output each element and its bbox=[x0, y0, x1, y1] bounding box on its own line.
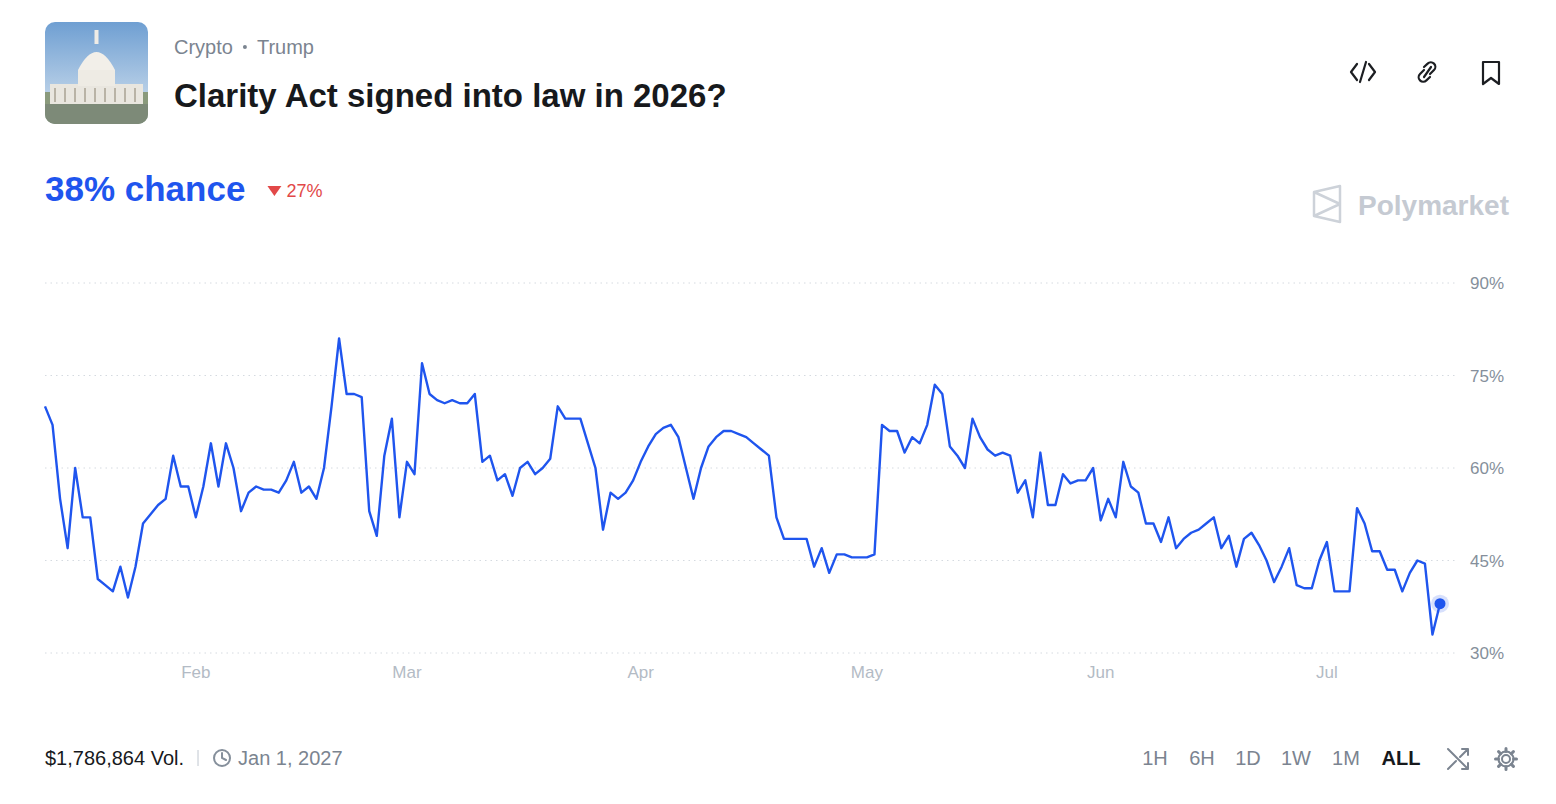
range-button[interactable]: 1H bbox=[1142, 747, 1168, 769]
embed-icon[interactable] bbox=[1351, 62, 1375, 82]
tag-separator bbox=[243, 45, 247, 49]
change: 27% bbox=[286, 181, 322, 201]
range-button[interactable]: 1M bbox=[1332, 747, 1360, 769]
x-tick-label: Feb bbox=[181, 663, 210, 682]
brand-mark bbox=[1314, 186, 1340, 222]
volume: $1,786,864 Vol. bbox=[45, 747, 184, 769]
icon-trees bbox=[45, 104, 148, 124]
chance: 38% chance bbox=[45, 169, 245, 208]
price-line bbox=[45, 339, 1440, 635]
icon-column bbox=[54, 88, 56, 102]
footer-separator bbox=[197, 750, 199, 766]
clock-face bbox=[214, 750, 230, 766]
icon-column bbox=[74, 88, 76, 102]
range-button[interactable]: 1W bbox=[1281, 747, 1311, 769]
shuffle-icon[interactable] bbox=[1448, 749, 1468, 769]
brand-logo bbox=[1314, 186, 1340, 222]
bookmark-icon[interactable] bbox=[1483, 62, 1499, 84]
plot bbox=[45, 339, 1449, 635]
page: Crypto Trump Clarity Act signed into law i… bbox=[0, 0, 1556, 804]
icon-column bbox=[134, 88, 136, 102]
current-halo bbox=[1431, 595, 1449, 613]
x-tick-label: Jul bbox=[1316, 663, 1338, 682]
icon-drum bbox=[78, 70, 115, 86]
tag: Trump bbox=[257, 36, 314, 58]
title: Clarity Act signed into law in 2026? bbox=[174, 77, 727, 114]
icon-dome bbox=[78, 52, 115, 70]
range-button[interactable]: 1D bbox=[1235, 747, 1261, 769]
x-tick-label: Apr bbox=[627, 663, 654, 682]
shuffle-paths bbox=[1448, 749, 1468, 769]
icon-wings bbox=[50, 84, 143, 104]
range-button[interactable]: ALL bbox=[1382, 747, 1421, 769]
change-arrow bbox=[267, 186, 281, 196]
y-tick-label: 30% bbox=[1470, 644, 1504, 663]
icon-column bbox=[114, 88, 116, 102]
end-date: Jan 1, 2027 bbox=[238, 747, 343, 769]
brand: Polymarket bbox=[1358, 190, 1509, 221]
grid-line bbox=[45, 653, 1455, 654]
grid-line bbox=[45, 468, 1455, 469]
y-tick-label: 90% bbox=[1470, 274, 1504, 293]
grid-line bbox=[45, 560, 1455, 561]
x-tick-label: Mar bbox=[392, 663, 422, 682]
grid-line bbox=[45, 283, 1455, 284]
y-tick-label: 75% bbox=[1470, 367, 1504, 386]
icon-sky bbox=[45, 22, 148, 124]
clock-icon bbox=[214, 750, 230, 766]
icon-column bbox=[124, 88, 126, 102]
market-icon bbox=[45, 22, 148, 124]
icon-column bbox=[84, 88, 86, 102]
icon-column bbox=[64, 88, 66, 102]
x-tick-label: Jun bbox=[1087, 663, 1114, 682]
grid-line bbox=[45, 375, 1455, 376]
link-icon[interactable] bbox=[1419, 62, 1436, 81]
icon-column bbox=[104, 88, 106, 102]
range-button[interactable]: 6H bbox=[1189, 747, 1215, 769]
y-tick-label: 60% bbox=[1470, 459, 1504, 478]
toolbar-icons bbox=[1351, 62, 1499, 84]
current-point bbox=[1435, 598, 1446, 609]
tag: Crypto bbox=[174, 36, 233, 58]
icon-column bbox=[94, 88, 96, 102]
y-tick-label: 45% bbox=[1470, 552, 1504, 571]
x-tick-label: May bbox=[851, 663, 884, 682]
gear-teeth bbox=[1496, 749, 1517, 770]
clock-hands bbox=[222, 753, 226, 760]
settings-icon[interactable] bbox=[1496, 749, 1517, 770]
gear-hub bbox=[1502, 755, 1510, 763]
icon-lantern bbox=[95, 30, 99, 44]
